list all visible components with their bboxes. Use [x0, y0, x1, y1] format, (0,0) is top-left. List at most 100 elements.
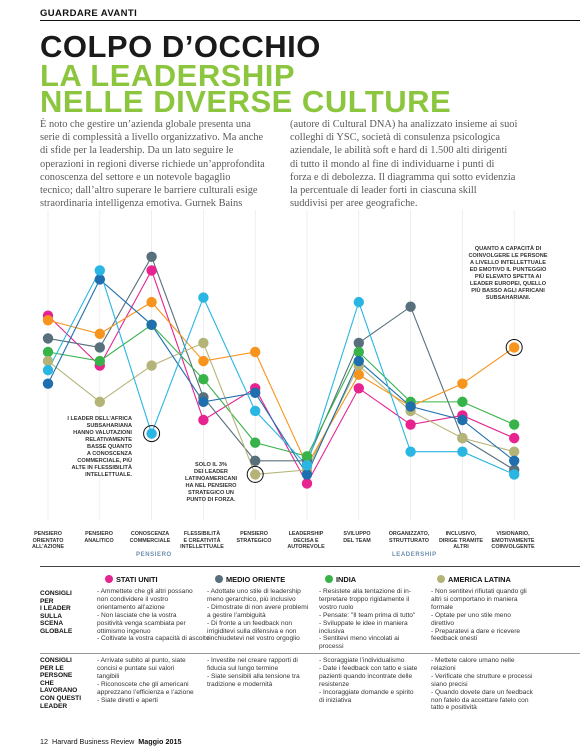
data-point [94, 328, 106, 340]
data-point [198, 355, 209, 367]
intro-line: operazioni in regioni diverse richiede u… [40, 158, 265, 170]
row-head-line: I LEADER [40, 605, 71, 613]
category-label: PENSIERO ANALITICO [72, 531, 126, 544]
group-label-pensiero: PENSIERO [136, 552, 172, 558]
issue-date: Maggio 2015 [138, 737, 182, 746]
category-label: INCLUSIVO, DIRIGE TRAMITE ALTRI [434, 531, 488, 551]
legend-stati-uniti: STATI UNITI [105, 575, 158, 584]
category-label-line: PENSIERO [85, 531, 113, 537]
intro-line: serie di complessità a livello organizza… [40, 132, 264, 144]
callout-line: HA NEL PENSIERO [185, 483, 237, 489]
series-line [47, 342, 515, 475]
data-point [42, 355, 54, 367]
category-label-line: DECISA E [293, 537, 319, 544]
callout-line: A LIVELLO INTELLETTUALE [470, 260, 546, 266]
data-point [94, 274, 106, 285]
tip-line: di iniziativa [319, 696, 352, 704]
data-point [509, 469, 520, 480]
publication-name: Harvard Business Review [52, 737, 135, 746]
data-point [353, 296, 364, 308]
tip-line: tradizione e modernità [207, 680, 273, 688]
callout-latam: SOLO IL 3% DEI LEADER LATINOAMERICANI HA… [180, 462, 242, 504]
callout-line: RELATIVAMENTE [85, 437, 132, 443]
tip-line: tangibili [97, 672, 120, 680]
tip-line: positività venga scambiata per [97, 619, 186, 627]
callout-line: A CONOSCENZA [86, 451, 132, 457]
category-label: SVILUPPO DEL TEAM [330, 531, 384, 544]
callout-line: I LEADER DELL’AFRICA [67, 416, 132, 422]
legend-label: AMERICA LATINA [448, 575, 511, 584]
tip-line: altri si comportano in maniera [431, 595, 518, 603]
category-label-line: SVILUPPO [343, 531, 371, 537]
tip-line: resistenze [319, 680, 350, 688]
callout-line: DEI LEADER [194, 469, 228, 475]
category-label: PENSIERO ORIENTATO ALL’AZIONE [21, 531, 75, 551]
tip-line: siano precisi [431, 680, 468, 688]
data-point [405, 419, 416, 430]
tip-line: meno gerarchico, più inclusivo [207, 595, 296, 603]
headline-line-3: NELLE DIVERSE CULTURE [40, 84, 452, 119]
data-point [146, 319, 157, 330]
category-label-line: ALL’AZIONE [31, 544, 65, 551]
callout-line: SUBSAHARIANA [86, 423, 132, 429]
tip-line: - Verificate che strutture e processi [431, 672, 533, 680]
data-point [250, 455, 261, 466]
data-point [353, 346, 364, 358]
intro-line: (autore di Cultural DNA) ha analizzato i… [290, 119, 518, 130]
data-point [250, 387, 261, 398]
callout-line: ALTE IN FLESSIBILITÀ [71, 465, 133, 471]
legend-india: INDIA [325, 575, 356, 584]
tip-line: fiducia sul lungo termine [207, 664, 279, 672]
category-label-line: ORGANIZZATO, [388, 531, 430, 537]
series-line [47, 268, 515, 475]
category-label: CONOSCENZA COMMERCIALE [123, 531, 177, 544]
tip-line: - Adottate uno stile di leadership [207, 588, 301, 595]
tip-line: irrigiditevi sulla difensiva e non [207, 627, 297, 635]
legend-dot [215, 575, 223, 583]
category-label: ORGANIZZATO, STRUTTURATO [382, 531, 436, 544]
data-point [457, 446, 468, 457]
intro-right-column: (autore di Cultural DNA) ha analizzato i… [290, 118, 575, 210]
category-label-line: EMOTIVAMENTE [491, 537, 535, 544]
tip-cell-working-with-india: - Scoraggiate l’individualismo - Date i … [319, 657, 417, 704]
tip-cell-working-with-latam: - Mettete calore umano nelle relazioni -… [431, 657, 533, 712]
row-head-line: SCENA [40, 620, 64, 628]
tip-line: vostro ruolo [319, 603, 354, 611]
data-point [146, 296, 157, 308]
tip-line: - Riconoscete che gli americani [97, 680, 189, 688]
callout-line: PUNTO DI FORZA. [186, 497, 236, 503]
row-head-line: CHE [40, 679, 54, 687]
tip-line: - Siate sensibili alla tensione tra [207, 672, 300, 680]
tip-cell-working-with-middle-east: - Investite nel creare rapporti di fiduc… [207, 657, 300, 689]
category-label-line: ALTRI [453, 544, 469, 551]
data-point [198, 374, 209, 385]
data-point [250, 437, 261, 448]
category-label-line: CONOSCENZA [130, 531, 170, 537]
series-line [47, 278, 515, 476]
category-label-line: INCLUSIVO, [445, 531, 477, 537]
tip-line: - Sentitevi meno vincolati ai [319, 635, 400, 643]
row-head-line: CONSIGLI [40, 657, 72, 664]
row-head-line: GLOBALE [40, 627, 73, 635]
data-point [94, 355, 106, 367]
tip-line: terpretare troppo rigidamente il [319, 595, 410, 603]
tip-line: feedback onesti [431, 635, 478, 643]
category-label-line: PENSIERO [240, 531, 268, 537]
data-point [353, 383, 364, 394]
tip-line: non condividere il vostro [97, 595, 169, 603]
tip-line: - Mettete calore umano nelle [431, 657, 515, 664]
data-point [94, 396, 106, 408]
data-point [198, 337, 209, 349]
tip-line: - Pensate: "Il team prima di tutto" [319, 611, 416, 619]
data-point [198, 292, 209, 303]
category-label: LEADERSHIP DECISA E AUTOREVOLE [279, 531, 333, 551]
category-label-line: ORIENTATO [32, 537, 64, 544]
tip-line: - Resistete alla tentazione di in- [319, 588, 411, 595]
callout-line: PIÙ BASSO AGLI AFRICANI [471, 288, 545, 294]
callout-line: SUBSAHARIANI. [485, 295, 531, 301]
category-label-line: AUTOREVOLE [287, 544, 325, 551]
callout-line: LATINOAMERICANI [184, 476, 238, 482]
intro-line: forza e di debolezza. Il diagramma qui s… [290, 171, 516, 183]
tip-line: - Incoraggiate domande e spirito [319, 688, 414, 696]
callout-line: HANNO VALUTAZIONI [73, 430, 132, 436]
